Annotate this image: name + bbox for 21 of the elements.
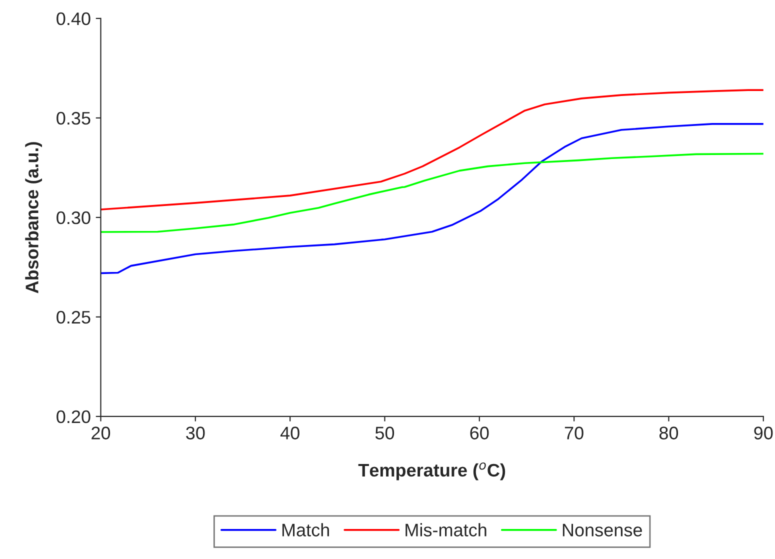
x-tick-label: 90 (754, 426, 773, 440)
y-tick-label: 0.25 (56, 310, 90, 324)
legend-label: Mis-match (406, 523, 486, 536)
x-tick-label: 80 (659, 426, 678, 440)
line-series (100, 152, 764, 233)
y-tick-label: 0.40 (56, 12, 90, 26)
x-tick-label: 60 (470, 426, 489, 440)
x-tick-label: 40 (280, 426, 300, 440)
y-axis-title: Absorbance (a.u.) (25, 142, 42, 294)
legend-label: Nonsense (562, 524, 642, 536)
y-tick-label: 0.35 (56, 112, 90, 125)
x-tick-label: 50 (375, 426, 394, 440)
y-tick-label: 0.20 (56, 410, 90, 424)
x-tick-label: 20 (92, 426, 110, 440)
line-series (100, 89, 764, 210)
x-tick-label: 30 (186, 426, 205, 440)
x-tick-label: 70 (564, 426, 584, 440)
line-series (100, 123, 764, 274)
legend-label: Match (282, 523, 329, 536)
y-tick-label: 0.30 (56, 211, 90, 224)
x-axis-title: Temperature ($^{o}$C) (358, 462, 506, 480)
